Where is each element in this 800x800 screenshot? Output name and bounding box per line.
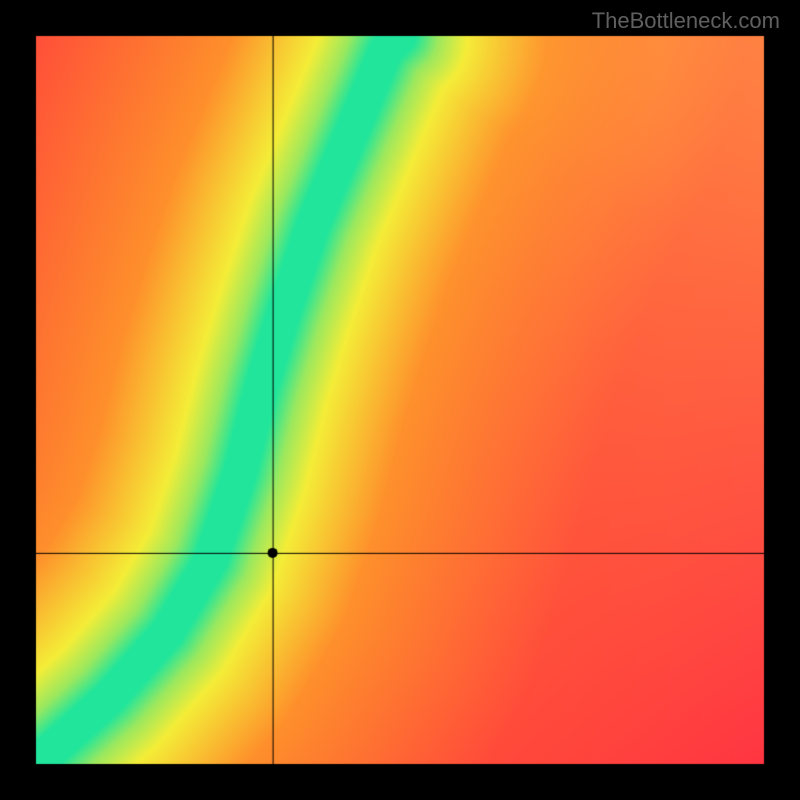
watermark-text: TheBottleneck.com [592, 8, 780, 34]
bottleneck-heatmap [0, 0, 800, 800]
chart-container: TheBottleneck.com [0, 0, 800, 800]
